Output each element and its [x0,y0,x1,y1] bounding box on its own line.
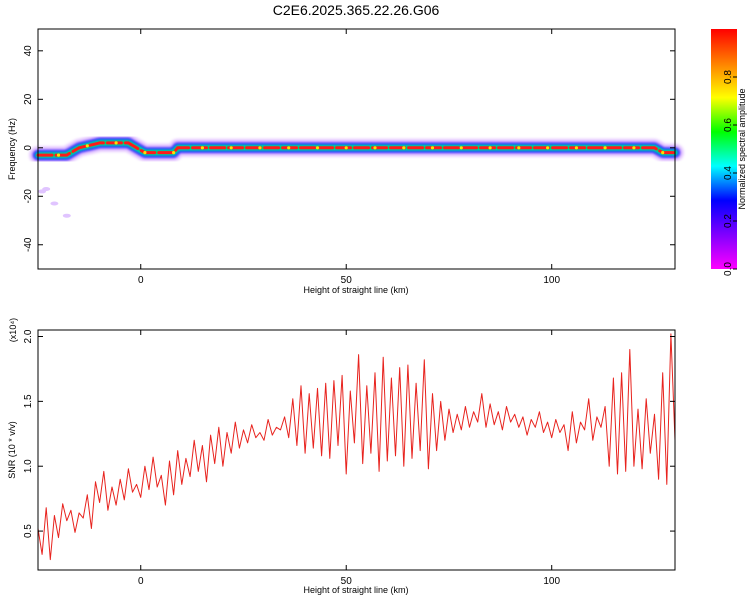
colorbar-tick-label: 0.6 [723,118,734,132]
spectrogram-y-label: Frequency (Hz) [7,118,17,180]
colorbar-tick-label: 0.0 [723,262,734,276]
spectrogram-outlier [62,213,71,218]
snr-x-ticks: 0 50 100 [138,330,560,587]
ridge-highlight [344,146,348,150]
spectrogram-x-ticks: 0 50 100 [138,29,560,286]
x-tick-label: 50 [341,576,353,587]
ridge-highlight [143,151,147,155]
spectrogram-frame [37,28,676,270]
spectrogram-outlier [42,187,51,191]
spectrogram-marks [29,133,684,218]
ridge-highlight [56,153,61,157]
y-tick-label: 2.0 [23,329,34,343]
ridge-highlight [200,146,204,150]
ridge-highlight [488,146,492,150]
spectrogram-y-ticks: -40 -20 0 20 40 [23,45,675,252]
snr-y-ticks: 0.5 1.0 1.5 2.0 [23,329,675,538]
colorbar-ticks: 0.0 0.2 0.4 0.6 0.8 [723,70,737,276]
snr-x-label: Height of straight line (km) [303,585,408,595]
ridge-highlight [258,146,262,150]
y-tick-label: 40 [23,45,34,57]
y-tick-label: 1.5 [23,394,34,408]
colorbar-label: Normalized spectral amplitude [737,88,747,209]
colorbar: 0.0 0.2 0.4 0.6 0.8 Normalized spectral ampl… [711,29,747,276]
spectrogram-outlier [50,201,59,206]
ridge-highlight [373,146,377,150]
x-tick-label: 100 [543,275,560,286]
snr-y-label: SNR (10 * v/v) [7,421,17,479]
y-tick-label: 0.5 [23,524,34,538]
ridge-highlight [603,146,607,150]
snr-panel: 0 50 100 0.5 1.0 1.5 2.0 Height of straight l… [7,318,676,595]
y-tick-label: -20 [23,189,34,204]
y-tick-label: 0 [23,145,34,151]
colorbar-ramp [711,29,737,269]
x-tick-label: 0 [138,275,144,286]
figure-title: C2E6.2025.365.22.26.G06 [273,2,440,18]
ridge-highlight [229,146,233,150]
colorbar-tick-label: 0.2 [723,214,734,228]
snr-plot-area [38,330,675,570]
ridge-highlight [546,146,550,150]
x-tick-label: 100 [543,576,560,587]
ridge-highlight [402,146,406,150]
ridge-highlight [430,146,435,150]
snr-frame [37,329,676,571]
colorbar-tick-label: 0.8 [723,70,734,84]
y-tick-label: 1.0 [23,459,34,473]
ridge-highlight [172,151,176,155]
ridge-highlight [287,146,291,150]
ridge-highlight [632,146,636,150]
spectrogram-panel: 0 50 100 -40 -20 0 20 40 Height of straight li… [7,28,684,295]
ridge-highlight [315,146,320,150]
ridge-highlight [85,144,89,148]
x-tick-label: 50 [341,275,353,286]
ridge-highlight [661,151,665,155]
ridge-highlight [459,146,463,150]
ridge-highlight [517,146,521,150]
snr-series-line [37,333,676,561]
spectrogram-x-label: Height of straight line (km) [303,285,408,295]
x-tick-label: 0 [138,576,144,587]
colorbar-tick-label: 0.4 [723,166,734,180]
ridge-highlight [574,146,579,150]
ridge-highlight [114,141,118,145]
y-tick-label: 20 [23,93,34,105]
y-tick-label: -40 [23,237,34,252]
snr-multiplier-label: (x10⁴) [8,318,18,342]
